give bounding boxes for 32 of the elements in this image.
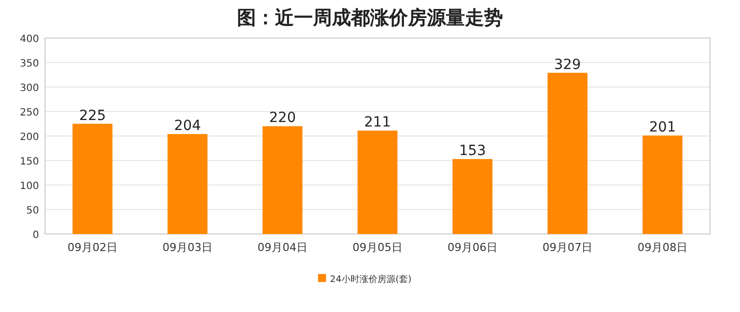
x-tick-label: 09月03日 [162,241,212,254]
y-tick-label: 400 [20,34,39,45]
x-tick-label: 09月06日 [448,241,498,254]
data-label: 211 [364,114,391,131]
x-tick-label: 09月02日 [68,241,118,254]
y-tick-label: 0 [32,230,39,241]
y-tick-label: 100 [20,181,39,192]
y-tick-label: 300 [20,83,39,94]
x-tick-label: 09月07日 [542,241,592,254]
bar [262,126,302,234]
bar [548,72,588,234]
y-tick-label: 150 [20,156,39,168]
data-label: 204 [174,118,201,134]
data-label: 329 [554,56,581,73]
chart-title: 图：近一周成都涨价房源量走势 [237,7,503,29]
data-label: 153 [459,143,486,160]
bar [642,136,682,234]
bar [168,134,208,234]
x-tick-label: 09月05日 [352,241,402,254]
x-tick-label: 09月08日 [638,241,688,254]
y-tick-label: 250 [20,108,39,118]
legend-label: 24小时涨价房源(套) [330,274,412,285]
y-tick-label: 350 [20,58,39,70]
y-tick-label: 200 [20,132,39,143]
data-label: 220 [269,110,296,126]
data-label: 225 [79,108,106,124]
bar [452,159,492,234]
x-tick-label: 09月04日 [258,241,308,254]
y-tick-label: 50 [26,206,39,216]
data-label: 201 [649,120,676,136]
bar [358,130,398,234]
bar [72,124,112,234]
